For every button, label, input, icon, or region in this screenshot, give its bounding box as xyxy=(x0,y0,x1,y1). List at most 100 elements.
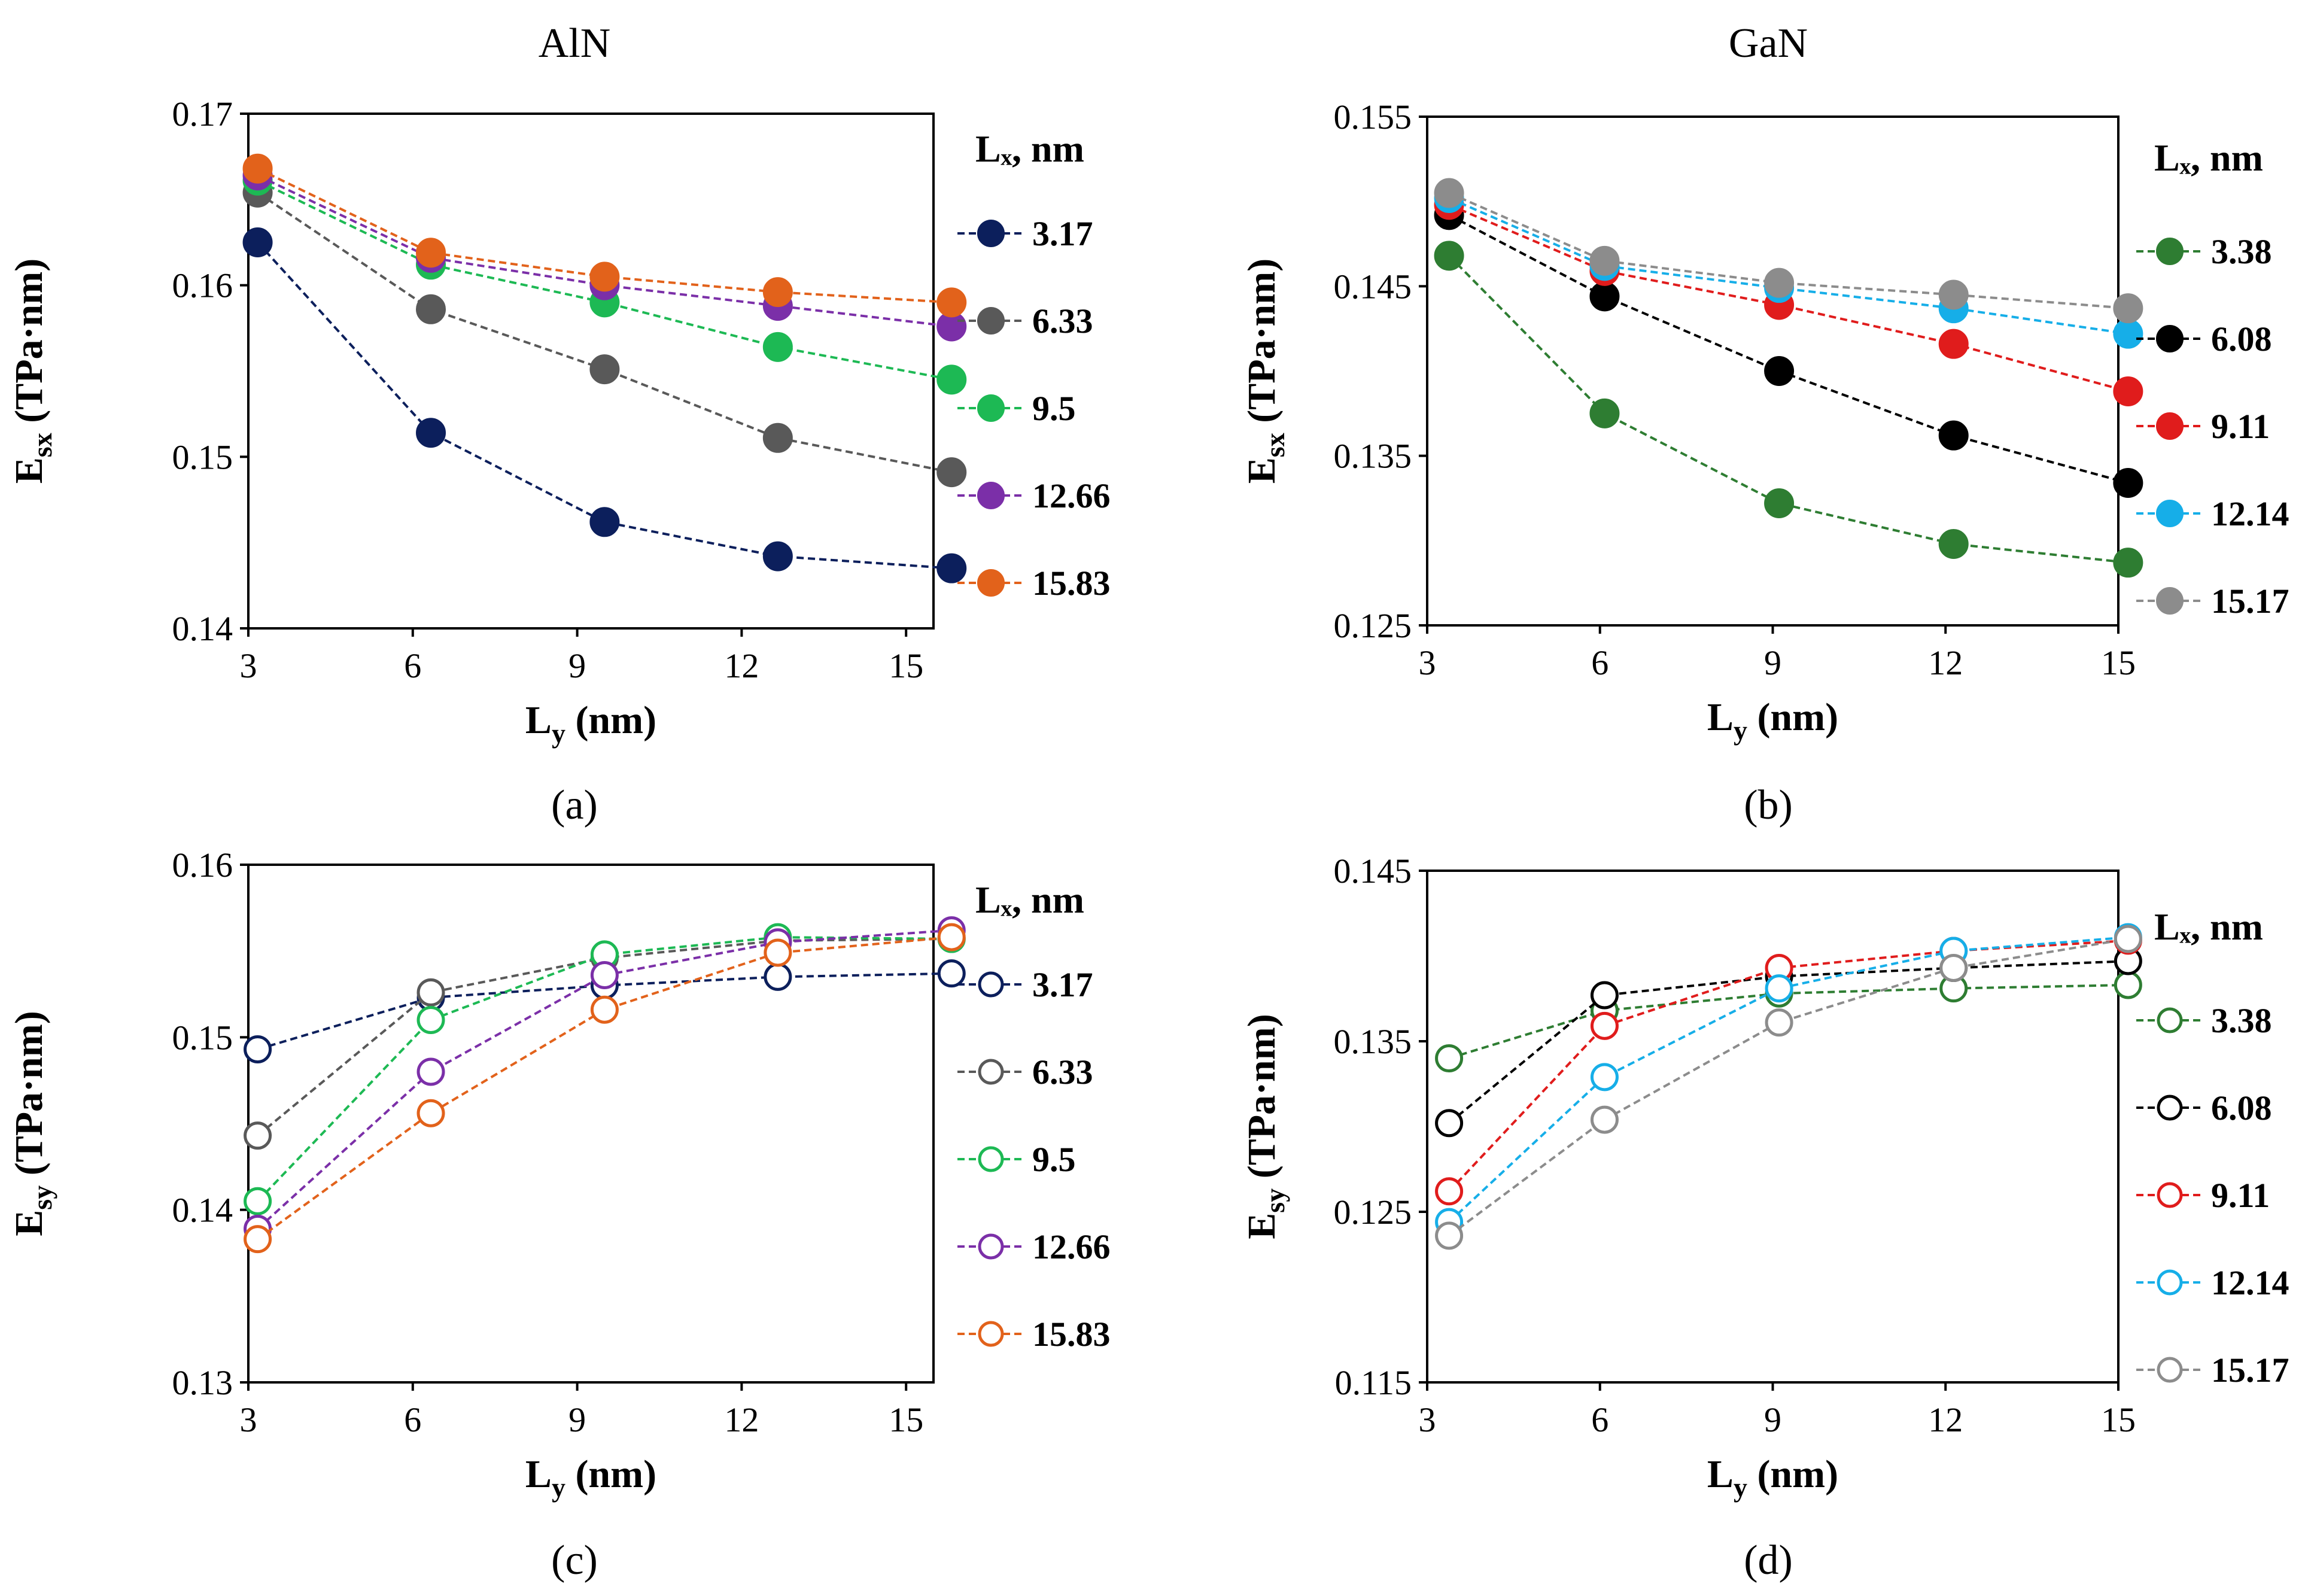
x-axis-label-c: Ly (nm) xyxy=(525,1452,656,1503)
plot-frame-d xyxy=(1426,870,2120,1384)
x-tick-label-b: 3 xyxy=(1419,643,1436,682)
x-tick-label-c: 15 xyxy=(889,1400,923,1439)
data-point-a-3.17 xyxy=(762,541,793,571)
data-point-a-6.33 xyxy=(762,422,793,453)
data-point-a-3.17 xyxy=(242,227,273,257)
data-point-b-3.38 xyxy=(1434,241,1464,271)
data-point-a-15.83 xyxy=(589,262,620,292)
data-point-a-15.83 xyxy=(242,153,273,184)
data-point-b-3.38 xyxy=(1589,398,1620,428)
y-tick-label-b: 0.125 xyxy=(1334,606,1412,645)
legend-title-b: Lₓ, nm xyxy=(2154,136,2263,179)
x-axis-label-d: Ly (nm) xyxy=(1707,1452,1838,1503)
legend-marker-b-9.11 xyxy=(2156,412,2184,440)
data-point-d-15.17 xyxy=(1590,1105,1619,1134)
chart-panel-a: 0.14 0.15 0.16 0.17 3 6 9 12 15 Ly (nm) Esx (TPa·n… xyxy=(7,95,1111,749)
legend-marker-a-3.17 xyxy=(977,220,1005,247)
data-point-b-15.17 xyxy=(1938,279,1969,310)
legend-marker-a-6.33 xyxy=(977,307,1005,335)
y-tick-label-c: 0.15 xyxy=(172,1018,233,1057)
legend-marker-d-15.17 xyxy=(2157,1357,2183,1383)
chart-panel-d: 0.115 0.125 0.135 0.145 3 6 9 12 15 Ly (nm) Esy (T… xyxy=(1240,852,2289,1503)
data-point-b-6.08 xyxy=(1764,356,1795,386)
data-point-a-6.33 xyxy=(589,354,620,385)
legend-label-d-3.38: 3.38 xyxy=(2211,1001,2272,1040)
data-point-d-6.08 xyxy=(1590,981,1619,1010)
data-point-b-12.14 xyxy=(2113,318,2143,349)
legend-label-a-3.17: 3.17 xyxy=(1032,214,1093,253)
data-point-b-15.17 xyxy=(1764,267,1795,298)
legend-label-b-9.11: 9.11 xyxy=(2211,407,2270,446)
data-point-d-15.17 xyxy=(1435,1221,1464,1250)
x-tick-label-d: 3 xyxy=(1419,1400,1436,1439)
y-tick-label-c: 0.16 xyxy=(172,846,233,884)
legend-label-a-6.33: 6.33 xyxy=(1032,302,1093,341)
x-tick-label-a: 3 xyxy=(240,646,257,685)
data-point-b-3.38 xyxy=(1764,488,1795,518)
data-point-b-3.38 xyxy=(2113,548,2143,578)
x-tick-label-a: 9 xyxy=(568,646,586,685)
data-point-c-15.83 xyxy=(244,1225,272,1254)
y-tick-label-c: 0.14 xyxy=(172,1191,233,1230)
data-point-d-12.14 xyxy=(1590,1063,1619,1092)
legend-label-d-6.08: 6.08 xyxy=(2211,1089,2272,1127)
data-point-a-3.17 xyxy=(589,507,620,537)
chart-panel-c: 0.13 0.14 0.15 0.16 3 6 9 12 15 Ly (nm) Esy (TPa·n… xyxy=(7,846,1111,1503)
legend-marker-d-3.38 xyxy=(2157,1007,2183,1033)
legend-label-d-9.11: 9.11 xyxy=(2211,1176,2270,1215)
data-point-b-3.38 xyxy=(1938,529,1969,559)
panel-label-b: (b) xyxy=(1744,782,1793,828)
data-point-c-12.66 xyxy=(416,1057,445,1086)
x-tick-label-d: 12 xyxy=(1928,1400,1963,1439)
legend-label-a-9.5: 9.5 xyxy=(1032,389,1076,428)
legend-label-d-12.14: 12.14 xyxy=(2211,1263,2289,1302)
y-tick-label-a: 0.17 xyxy=(172,95,233,133)
data-point-c-15.83 xyxy=(764,938,792,967)
y-tick-label-d: 0.145 xyxy=(1334,852,1412,890)
data-point-c-3.17 xyxy=(244,1035,272,1064)
x-tick-label-b: 12 xyxy=(1928,643,1963,682)
y-tick-label-d: 0.135 xyxy=(1334,1022,1412,1061)
data-point-c-6.33 xyxy=(416,978,445,1007)
y-tick-label-c: 0.13 xyxy=(172,1363,233,1402)
data-point-c-12.66 xyxy=(590,961,619,990)
legend-label-b-6.08: 6.08 xyxy=(2211,320,2272,358)
data-point-b-15.17 xyxy=(1434,178,1464,208)
legend-label-a-15.83: 15.83 xyxy=(1032,564,1111,603)
y-tick-label-b: 0.135 xyxy=(1334,437,1412,476)
data-point-a-9.5 xyxy=(936,364,967,395)
data-point-a-9.5 xyxy=(762,332,793,362)
legend-marker-b-12.14 xyxy=(2156,500,2184,527)
y-tick-label-d: 0.115 xyxy=(1335,1363,1412,1402)
data-point-d-9.11 xyxy=(1435,1177,1464,1206)
legend-label-b-15.17: 15.17 xyxy=(2211,582,2289,621)
legend-marker-d-12.14 xyxy=(2157,1269,2183,1296)
legend-label-c-15.83: 15.83 xyxy=(1032,1315,1111,1354)
data-point-c-6.33 xyxy=(244,1121,272,1150)
data-point-a-6.33 xyxy=(416,294,446,324)
data-point-b-6.08 xyxy=(2113,468,2143,498)
x-tick-label-c: 3 xyxy=(240,1400,257,1439)
x-axis-label-a: Ly (nm) xyxy=(525,698,656,749)
legend-marker-a-12.66 xyxy=(977,482,1005,509)
data-point-a-15.83 xyxy=(416,238,446,268)
data-point-d-3.38 xyxy=(1435,1044,1464,1072)
x-tick-label-c: 6 xyxy=(404,1400,421,1439)
legend-label-c-6.33: 6.33 xyxy=(1032,1053,1093,1092)
data-point-c-15.83 xyxy=(937,923,966,951)
legend-label-b-12.14: 12.14 xyxy=(2211,494,2289,533)
legend-label-c-3.17: 3.17 xyxy=(1032,965,1093,1004)
y-axis-label-c: Esy (TPa·nm) xyxy=(7,1011,57,1236)
data-point-a-3.17 xyxy=(936,553,967,583)
data-point-d-15.17 xyxy=(2114,925,2142,953)
y-tick-label-a: 0.15 xyxy=(172,437,233,476)
series-line-a-3.17 xyxy=(257,241,952,570)
x-tick-label-d: 6 xyxy=(1591,1400,1608,1439)
legend-label-c-12.66: 12.66 xyxy=(1032,1227,1111,1266)
x-tick-label-d: 15 xyxy=(2101,1400,2136,1439)
plot-frame-a xyxy=(247,113,935,630)
panel-label-c: (c) xyxy=(551,1537,598,1583)
data-point-d-6.08 xyxy=(1435,1109,1464,1138)
legend-marker-b-3.38 xyxy=(2156,238,2184,265)
data-point-b-15.17 xyxy=(2113,293,2143,324)
